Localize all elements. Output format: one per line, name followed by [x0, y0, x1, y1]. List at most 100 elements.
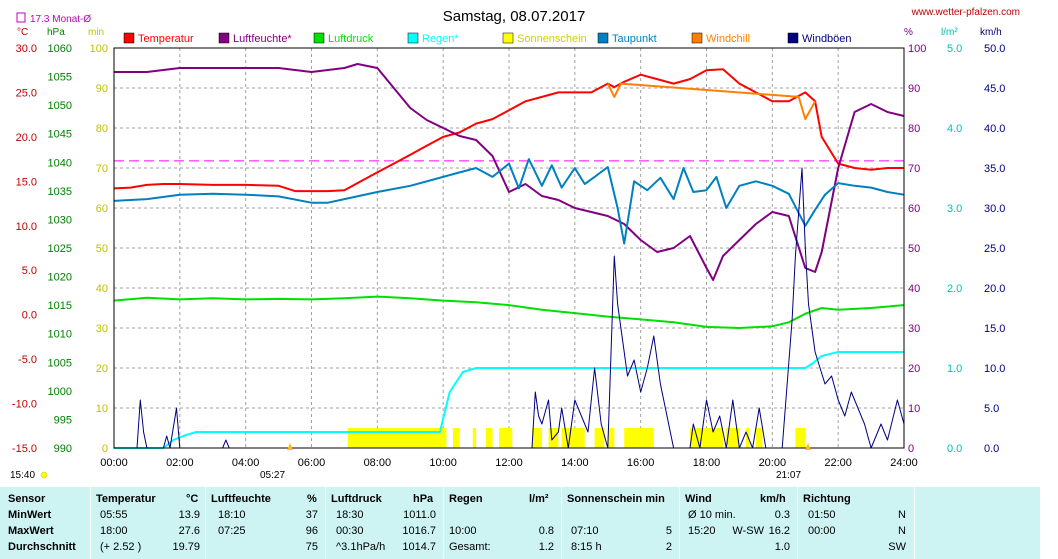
- temp-tick-label: -5.0: [18, 354, 37, 366]
- legend-swatch: [787, 32, 799, 44]
- press-tick-label: 1030: [48, 214, 72, 226]
- rain-unit: l/m²: [941, 27, 958, 38]
- table-cell-press-time: ^3.1hPa/h: [336, 541, 386, 553]
- temp-tick-label: 5.0: [22, 265, 37, 277]
- table-cell-rain-time: 10:00: [449, 525, 477, 537]
- table-cell-dir-time: 01:50: [808, 509, 836, 521]
- x-tick-label: 16:00: [627, 457, 655, 469]
- header-rain-unit: l/m²: [529, 493, 549, 505]
- rain-tick-label: 0.0: [947, 443, 962, 455]
- series-line-luftfeuchte: [114, 63, 905, 281]
- wind-tick-label: 5.0: [984, 403, 999, 415]
- table-cell-rain-val: 1.2: [538, 541, 554, 553]
- series-line-windchill: [606, 82, 816, 121]
- rain-tick-label: 2.0: [947, 283, 962, 295]
- sunshine-bar: [594, 428, 605, 448]
- col-divider: [679, 487, 680, 559]
- min-tick-label: 20: [96, 363, 108, 375]
- col-divider: [797, 487, 798, 559]
- table-cell-press-val: 1014.7: [402, 541, 436, 553]
- pct-tick-label: 20: [908, 363, 920, 375]
- table-cell-label: Durchschnitt: [8, 541, 76, 553]
- wind-tick-label: 40.0: [984, 123, 1005, 135]
- table-cell-hum-val: 37: [305, 509, 318, 521]
- table-cell-hum-time: 07:25: [218, 525, 246, 537]
- sunshine-bar: [726, 428, 740, 448]
- pct-unit: %: [904, 27, 913, 38]
- series-lines: [113, 63, 905, 449]
- temp-unit: °C: [17, 27, 28, 38]
- sunshine-bar: [499, 428, 513, 448]
- x-tick-label: 04:00: [232, 457, 260, 469]
- table-cell-press-val: 1011.0: [403, 509, 436, 521]
- col-divider: [443, 487, 444, 559]
- table-cell-wind-time: Ø 10 min.: [688, 509, 736, 521]
- sunshine-bar: [453, 428, 460, 448]
- sunrise-label: 05:27: [260, 470, 285, 481]
- table-cell-hum-time: 18:10: [218, 509, 246, 521]
- pct-tick-label: 100: [908, 43, 926, 55]
- series-line-temperatur: [113, 68, 904, 193]
- wind-tick-label: 35.0: [984, 163, 1005, 175]
- col-divider: [914, 487, 915, 559]
- wind-tick-label: 10.0: [984, 363, 1005, 375]
- table-cell-dir-val: N: [898, 525, 906, 537]
- series-line-taupunkt: [113, 158, 905, 245]
- sunshine-bar: [746, 428, 750, 448]
- min-tick-label: 40: [96, 283, 108, 295]
- sunset-label: 21:07: [776, 470, 801, 481]
- chart-title: Samstag, 08.07.2017: [443, 8, 586, 25]
- min-unit: min: [88, 27, 104, 38]
- chart-background: [0, 0, 1058, 487]
- legend-label: Luftfeuchte*: [233, 33, 292, 45]
- legend-swatch: [597, 32, 609, 44]
- x-tick-label: 14:00: [561, 457, 589, 469]
- sunset-marker-icon: [805, 443, 811, 450]
- wind-tick-label: 45.0: [984, 83, 1005, 95]
- pct-tick-label: 40: [908, 283, 920, 295]
- header-press: Luftdruck: [331, 493, 382, 505]
- press-tick-label: 1060: [48, 43, 72, 55]
- pct-tick-label: 10: [908, 403, 920, 415]
- press-tick-label: 1015: [48, 300, 72, 312]
- table-cell-press-time: 00:30: [336, 525, 364, 537]
- temp-tick-label: 30.0: [16, 43, 37, 55]
- legend-swatch: [407, 32, 419, 44]
- legend-label: Taupunkt: [612, 33, 657, 45]
- table-cell-wind-val: 16.2: [768, 525, 790, 537]
- table-cell-temp-time: 05:55: [100, 509, 128, 521]
- table-cell-temp-val: 19.79: [172, 541, 200, 553]
- wind-tick-label: 20.0: [984, 283, 1005, 295]
- header-temp: Temperatur: [96, 493, 156, 505]
- table-cell-rain-val: 0.8: [538, 525, 554, 537]
- x-tick-label: 18:00: [693, 457, 721, 469]
- pct-tick-label: 50: [908, 243, 920, 255]
- press-tick-label: 1045: [48, 129, 72, 141]
- start-sun-icon: [40, 471, 48, 479]
- temp-tick-label: -15.0: [12, 443, 37, 455]
- wind-tick-label: 0.0: [984, 443, 999, 455]
- min-tick-label: 10: [96, 403, 108, 415]
- sunrise-marker-icon: [287, 443, 293, 450]
- press-unit: hPa: [47, 27, 65, 38]
- header-rain: Regen: [449, 493, 483, 505]
- legend-label: Sonnenschein: [517, 33, 587, 45]
- col-divider: [325, 487, 326, 559]
- press-tick-label: 990: [54, 443, 72, 455]
- header-hum: Luftfeuchte: [211, 493, 271, 505]
- temp-tick-label: 0.0: [22, 310, 37, 322]
- sunshine-bar: [624, 428, 654, 448]
- table-cell-temp-time: (+ 2.52 ): [100, 541, 142, 553]
- table-cell-dir-val: N: [898, 509, 906, 521]
- rain-tick-label: 1.0: [947, 363, 962, 375]
- min-tick-label: 0: [102, 443, 108, 455]
- site-link[interactable]: www.wetter-pfalzen.com: [911, 7, 1020, 18]
- pct-tick-label: 30: [908, 323, 920, 335]
- press-tick-label: 1050: [48, 100, 72, 112]
- header-press-unit: hPa: [413, 493, 434, 505]
- header-dir: Richtung: [803, 493, 851, 505]
- col-divider: [561, 487, 562, 559]
- sunshine-bar: [485, 428, 493, 448]
- series-line-regen: [114, 351, 904, 449]
- month-avg-label: 17.3 Monat-Ø: [30, 14, 91, 25]
